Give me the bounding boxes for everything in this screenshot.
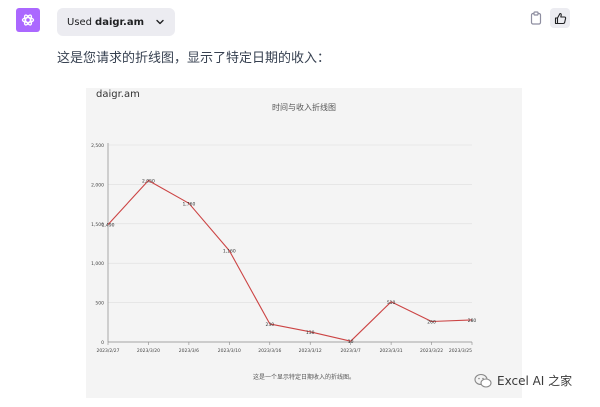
data-point-label: 280 bbox=[468, 318, 477, 324]
data-point-label: 230 bbox=[265, 322, 274, 328]
chart-axes bbox=[107, 143, 472, 343]
y-tick-label: 2,000 bbox=[91, 182, 104, 188]
message-actions bbox=[526, 8, 570, 28]
chart-brand: daigr.am bbox=[96, 89, 140, 100]
x-tick-label: 2023/3/22 bbox=[420, 348, 443, 354]
watermark: Excel AI 之家 bbox=[474, 372, 572, 389]
x-tick-label: 2023/3/7 bbox=[341, 348, 361, 354]
plugin-used-label: Used bbox=[67, 16, 93, 28]
data-point-label: 510 bbox=[387, 300, 396, 306]
series-line bbox=[107, 179, 473, 342]
copy-button[interactable] bbox=[526, 8, 546, 28]
x-axis-ticks: 2023/2/27 2023/3/20 2023/3/6 2023/3/10 2023/… bbox=[96, 342, 473, 354]
data-point-label: 10 bbox=[348, 339, 354, 345]
chart-grid bbox=[108, 144, 472, 303]
data-point-label: 1,760 bbox=[182, 201, 195, 207]
plugin-used-toggle[interactable]: Used daigr.am bbox=[57, 8, 175, 36]
clipboard-icon bbox=[530, 11, 542, 25]
x-tick-label: 2023/3/10 bbox=[218, 348, 241, 354]
y-tick-label: 2,500 bbox=[91, 143, 104, 149]
plugin-name: daigr.am bbox=[95, 16, 144, 28]
x-tick-label: 2023/3/6 bbox=[179, 348, 199, 354]
assistant-avatar bbox=[16, 8, 40, 32]
thumbs-up-icon bbox=[554, 12, 566, 24]
data-labels: 1,490 2,050 1,760 1,160 230 130 10 510 260 280 bbox=[102, 178, 477, 345]
thumbs-up-button[interactable] bbox=[550, 8, 570, 28]
chart-caption: 这是一个显示特定日期收入的折线图。 bbox=[253, 373, 355, 381]
watermark-text: Excel AI 之家 bbox=[497, 374, 573, 388]
y-tick-label: 0 bbox=[101, 340, 104, 346]
line-chart: daigr.am 时间与收入折线图 0 500 1,000 1,500 2,000 2,5… bbox=[91, 89, 477, 381]
x-tick-label: 2023/3/12 bbox=[299, 348, 322, 354]
x-tick-label: 2023/2/27 bbox=[96, 348, 119, 354]
wechat-icon bbox=[474, 373, 492, 388]
chevron-down-icon bbox=[155, 17, 165, 27]
y-tick-label: 1,500 bbox=[91, 222, 104, 228]
chart-container: daigr.am 时间与收入折线图 0 500 1,000 1,500 2,000 2,5… bbox=[86, 88, 522, 398]
data-point-label: 1,490 bbox=[102, 223, 115, 229]
y-axis-ticks: 0 500 1,000 1,500 2,000 2,500 bbox=[91, 143, 104, 346]
data-point-label: 130 bbox=[306, 330, 315, 336]
data-point-label: 260 bbox=[427, 320, 436, 326]
x-tick-label: 2023/3/20 bbox=[137, 348, 160, 354]
y-tick-label: 1,000 bbox=[91, 261, 104, 267]
chart-title: 时间与收入折线图 bbox=[272, 102, 336, 112]
data-point-label: 1,160 bbox=[223, 249, 236, 255]
openai-logo-icon bbox=[21, 14, 35, 26]
y-tick-label: 500 bbox=[95, 301, 104, 307]
data-point-label: 2,050 bbox=[142, 178, 155, 184]
x-tick-label: 2023/3/16 bbox=[258, 348, 281, 354]
chart-series bbox=[107, 179, 473, 342]
assistant-message-text: 这是您请求的折线图，显示了特定日期的收入： bbox=[57, 51, 331, 66]
x-tick-label: 2023/3/31 bbox=[380, 348, 403, 354]
x-tick-label: 2023/3/25 bbox=[449, 348, 472, 354]
